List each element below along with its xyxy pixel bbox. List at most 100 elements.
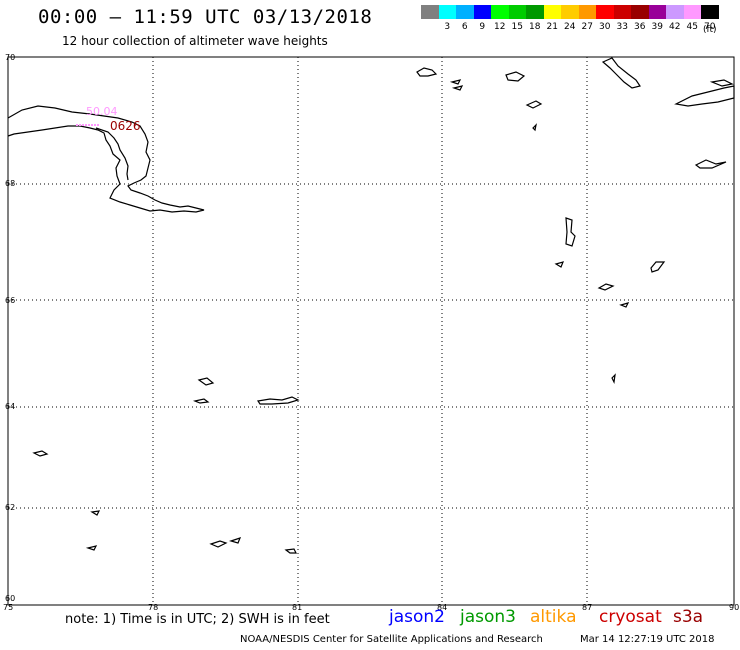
legend-swatch <box>631 5 649 19</box>
legend-swatch <box>421 5 439 19</box>
lat-tick-label: 60 <box>5 594 15 603</box>
island <box>192 398 210 404</box>
satellite-label-s3a: s3a <box>673 607 704 627</box>
lon-tick-label: 75 <box>3 603 13 612</box>
legend-swatch <box>683 5 701 19</box>
legend-swatch <box>561 5 579 19</box>
island <box>565 217 576 247</box>
lon-tick-label: 81 <box>292 603 302 612</box>
color-legend: 3 6 9 12 15 18 21 24 27 30 33 36 39 42 4… <box>421 5 719 35</box>
legend-item: 21 <box>543 5 561 32</box>
legend-item: 27 <box>578 5 596 32</box>
legend-swatch <box>508 5 526 19</box>
island <box>525 100 543 109</box>
legend-item: 24 <box>561 5 579 32</box>
satellite-label-altika: altika <box>530 607 577 627</box>
legend-item <box>421 5 439 32</box>
lon-tick-label: 78 <box>148 603 158 612</box>
legend-label: 70 <box>704 22 716 32</box>
legend-label: 24 <box>564 22 576 32</box>
legend-swatch <box>701 5 719 19</box>
island <box>284 548 297 554</box>
legend-swatch <box>491 5 509 19</box>
graticule <box>8 57 734 605</box>
legend-label: 12 <box>494 22 506 32</box>
legend-label: 45 <box>686 22 698 32</box>
legend-swatch <box>666 5 684 19</box>
island <box>601 57 641 89</box>
legend-swatch <box>473 5 491 19</box>
legend-label: 9 <box>479 22 486 32</box>
coastline-inlet <box>95 127 129 181</box>
island <box>532 123 537 132</box>
page-subtitle: 12 hour collection of altimeter wave hei… <box>62 34 328 48</box>
footer-note: note: 1) Time is in UTC; 2) SWH is in fe… <box>65 612 330 627</box>
observation-label: 50.04 <box>86 105 118 118</box>
legend-label: 33 <box>616 22 628 32</box>
island <box>449 79 464 91</box>
island <box>611 373 616 384</box>
legend-item: 3 <box>438 5 456 32</box>
lon-tick-label: 84 <box>437 603 447 612</box>
legend-label: 6 <box>461 22 468 32</box>
legend-label: 42 <box>669 22 681 32</box>
legend-item: 70 <box>701 5 719 32</box>
legend-item: 18 <box>526 5 544 32</box>
generated-timestamp: Mar 14 12:27:19 UTC 2018 <box>580 634 715 645</box>
legend-swatch <box>438 5 456 19</box>
island <box>554 261 565 268</box>
lat-tick-label: 64 <box>5 402 15 411</box>
legend-item: 9 <box>473 5 491 32</box>
satellite-label-jason3: jason3 <box>460 607 516 627</box>
legend-item: 30 <box>596 5 614 32</box>
lon-tick-label: 90 <box>729 603 739 612</box>
legend-item: 39 <box>648 5 666 32</box>
legend-label: 36 <box>634 22 646 32</box>
legend-label: 15 <box>511 22 523 32</box>
legend-swatch <box>456 5 474 19</box>
legend-swatch <box>526 5 544 19</box>
lon-tick-label: 87 <box>582 603 592 612</box>
island <box>619 302 630 308</box>
legend-item: 6 <box>456 5 474 32</box>
observation-label: 0626 <box>110 119 141 133</box>
legend-label: 21 <box>546 22 558 32</box>
island <box>209 540 228 548</box>
legend-swatch <box>648 5 666 19</box>
lat-tick-label: 66 <box>5 296 15 305</box>
island <box>505 71 526 82</box>
legend-label: 39 <box>651 22 663 32</box>
legend-swatch <box>578 5 596 19</box>
island <box>90 510 101 516</box>
map-frame <box>7 56 735 606</box>
island <box>597 283 615 291</box>
island <box>197 377 215 386</box>
legend-label: 30 <box>599 22 611 32</box>
lat-tick-label: 70 <box>5 53 15 62</box>
coastlines <box>7 57 735 554</box>
satellite-label-cryosat: cryosat <box>599 607 662 627</box>
legend-item: 42 <box>666 5 684 32</box>
legend-label: 27 <box>581 22 593 32</box>
island <box>694 159 727 169</box>
coastline-main <box>7 105 205 213</box>
island <box>256 396 300 405</box>
island <box>32 450 49 457</box>
legend-swatch <box>596 5 614 19</box>
island <box>650 261 666 273</box>
island <box>416 67 438 77</box>
legend-swatch <box>543 5 561 19</box>
island <box>709 79 734 87</box>
legend-item: 45 <box>683 5 701 32</box>
legend-label: 18 <box>529 22 541 32</box>
legend-label: 3 <box>444 22 451 32</box>
legend-unit: (ft) <box>703 25 717 35</box>
legend-item: 15 <box>508 5 526 32</box>
legend-item: 33 <box>613 5 631 32</box>
island <box>228 537 242 544</box>
satellite-label-jason2: jason2 <box>389 607 445 627</box>
page-title: 00:00 – 11:59 UTC 03/13/2018 <box>38 6 373 28</box>
legend-swatch <box>613 5 631 19</box>
legend-item: 12 <box>491 5 509 32</box>
